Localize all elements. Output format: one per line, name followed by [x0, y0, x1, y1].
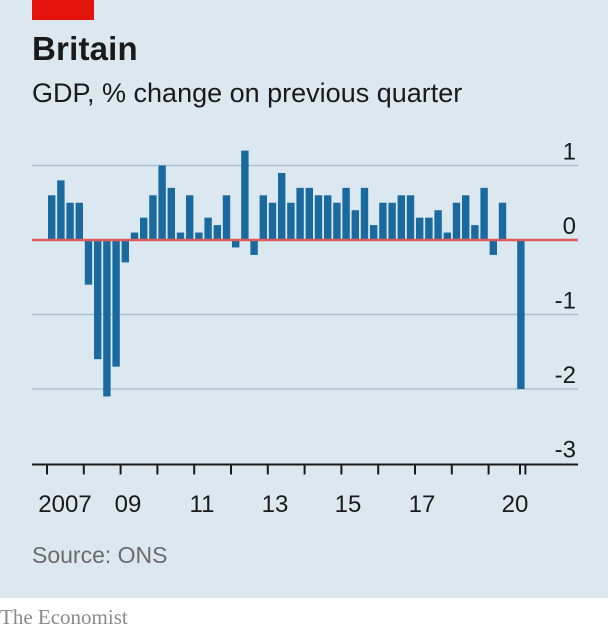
- bar-chart: 1 0 -1 -2 -3 2007 09 11 13 15 17 20: [32, 139, 578, 518]
- bar: [471, 225, 479, 240]
- bar: [296, 187, 304, 240]
- bar: [517, 240, 525, 389]
- bar: [140, 217, 148, 240]
- bar: [94, 240, 102, 360]
- bar: [287, 202, 295, 240]
- bar: [397, 195, 405, 240]
- bar: [305, 187, 313, 240]
- bar: [66, 202, 74, 240]
- bar: [213, 225, 221, 240]
- bar: [351, 210, 359, 240]
- bar: [370, 225, 378, 240]
- bar: [406, 195, 415, 240]
- publisher-footer: The Economist: [0, 605, 128, 629]
- bar: [176, 232, 185, 240]
- bar: [489, 240, 497, 255]
- bar: [222, 195, 231, 240]
- bar: [250, 240, 258, 255]
- bar: [268, 202, 277, 240]
- y-tick-label: 0: [563, 213, 576, 240]
- x-tick-label: 09: [115, 491, 142, 518]
- bar: [443, 232, 451, 240]
- y-tick-label: -2: [555, 362, 576, 389]
- bar: [48, 195, 56, 240]
- bar: [498, 202, 507, 240]
- y-tick-label: -3: [555, 437, 576, 464]
- bar: [57, 180, 65, 240]
- bar: [452, 202, 461, 240]
- bar: [434, 210, 442, 240]
- chart-subtitle: GDP, % change on previous quarter: [32, 78, 463, 108]
- source-note: Source: ONS: [32, 542, 168, 568]
- economist-red-tag: [32, 0, 94, 20]
- bar: [130, 232, 139, 240]
- bar: [416, 217, 424, 240]
- bar: [186, 195, 194, 240]
- bar: [324, 195, 332, 240]
- bar: [278, 172, 286, 240]
- x-tick-label: 2007: [38, 491, 91, 518]
- x-tick-label: 13: [262, 491, 289, 518]
- chart-title: Britain: [32, 30, 138, 67]
- bar: [103, 240, 111, 397]
- bar: [314, 195, 323, 240]
- bar: [462, 195, 470, 240]
- bar: [480, 187, 488, 240]
- bar: [232, 240, 240, 248]
- y-tick-label: 1: [563, 139, 576, 166]
- bar: [342, 187, 350, 240]
- bar: [195, 232, 203, 240]
- x-tick-label: 17: [409, 491, 436, 518]
- bar: [333, 202, 341, 240]
- bar: [360, 187, 369, 240]
- bar: [204, 217, 212, 240]
- bar: [158, 165, 166, 240]
- bar: [149, 195, 157, 240]
- bar: [112, 240, 120, 367]
- bar: [388, 202, 396, 240]
- bar: [121, 240, 129, 263]
- bar: [167, 187, 175, 240]
- bar: [84, 240, 93, 285]
- bar: [425, 217, 433, 240]
- bar: [241, 150, 249, 240]
- bar: [259, 195, 267, 240]
- bar: [75, 202, 83, 240]
- x-tick-label: 15: [335, 491, 362, 518]
- bar: [379, 202, 387, 240]
- x-tick-label: 20: [502, 491, 529, 518]
- y-tick-label: -1: [555, 288, 576, 315]
- x-tick-label: 11: [190, 491, 215, 518]
